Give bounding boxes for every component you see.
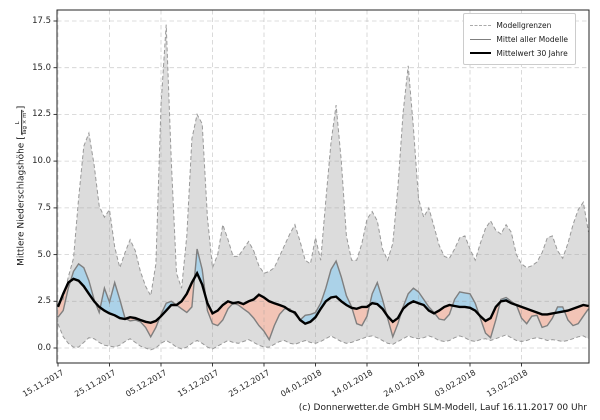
y-tick-label: 5.0	[37, 249, 51, 260]
legend-entry: Modellgrenzen	[470, 18, 568, 32]
legend-line-sample-icon	[470, 24, 492, 26]
legend-line-sample-icon	[470, 38, 492, 40]
legend-label: Modellgrenzen	[496, 20, 552, 30]
legend-entry: Mittelwert 30 Jahre	[470, 46, 568, 60]
legend: Modellgrenzen Mittel aller Modelle Mittelw…	[463, 13, 576, 65]
y-tick-label: 2.5	[37, 296, 51, 307]
y-tick-label: 7.5	[37, 202, 51, 213]
legend-line-sample-icon	[470, 52, 492, 54]
y-axis-unit-bracket-open: [	[16, 136, 27, 140]
y-tick-label: 15.0	[32, 62, 51, 73]
legend-label: Mittel aller Modelle	[496, 34, 568, 44]
y-tick-label: 0.0	[37, 343, 51, 353]
y-tick-label: 10.0	[32, 156, 51, 167]
y-tick-label: 17.5	[32, 15, 51, 26]
legend-label: Mittelwert 30 Jahre	[496, 48, 568, 58]
legend-entry: Mittel aller Modelle	[470, 32, 568, 46]
y-tick-label: 12.5	[32, 109, 51, 120]
copyright-text: (c) Donnerwetter.de GmbH SLM-Modell, Lau…	[298, 403, 587, 413]
